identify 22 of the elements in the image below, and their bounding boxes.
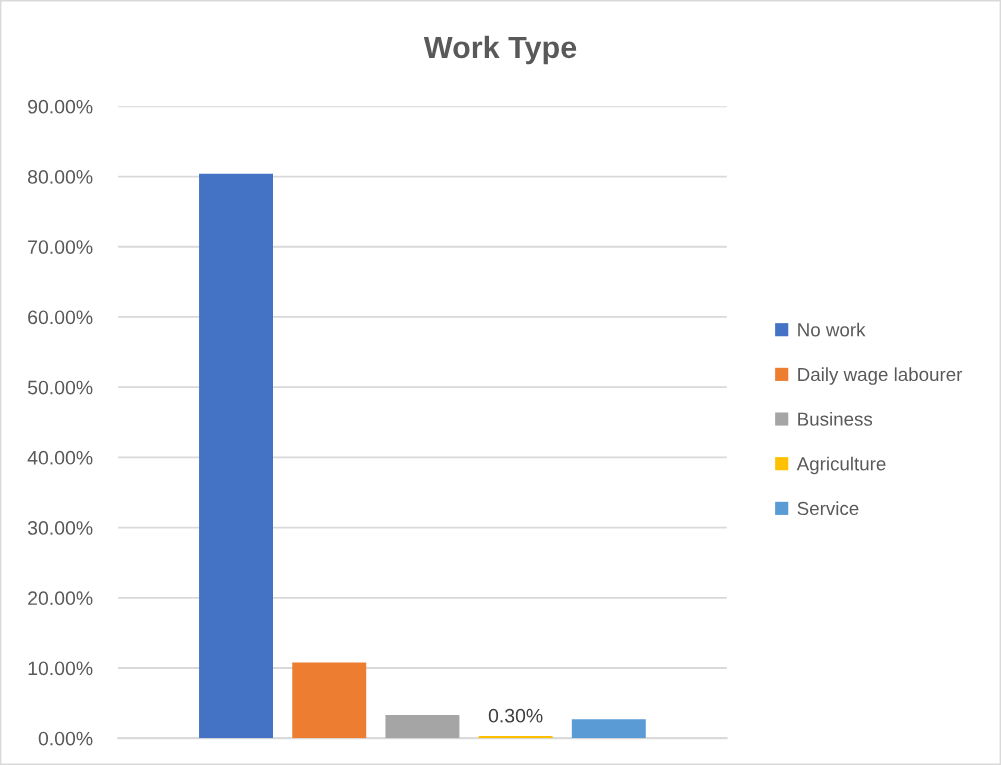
y-tick-label: 30.00%	[27, 521, 93, 535]
legend-label: Business	[798, 412, 873, 426]
y-tick-label: 80.00%	[28, 170, 93, 184]
y-tick-label: 70.00%	[28, 240, 93, 254]
y-tick-label: 40.00%	[27, 450, 93, 465]
legend-label: Agriculture	[796, 456, 886, 475]
y-tick-label: 0.00%	[38, 731, 93, 746]
y-tick-label: 90.00%	[28, 99, 93, 114]
y-tick-label: 20.00%	[28, 591, 93, 606]
y-tick-label: 50.00%	[27, 380, 93, 395]
bar	[385, 715, 460, 739]
bar	[292, 662, 367, 739]
legend-label: Service	[797, 501, 859, 516]
legend-label: Daily wage labourer	[798, 367, 963, 385]
data-label: 0.30%	[488, 708, 543, 723]
bar	[571, 719, 646, 739]
chart-title: Work Type	[423, 35, 577, 65]
y-tick-label: 60.00%	[28, 310, 93, 325]
legend-label: No work	[798, 322, 866, 337]
y-tick-label: 10.00%	[28, 661, 93, 676]
bar	[478, 736, 553, 739]
bar	[199, 173, 274, 739]
